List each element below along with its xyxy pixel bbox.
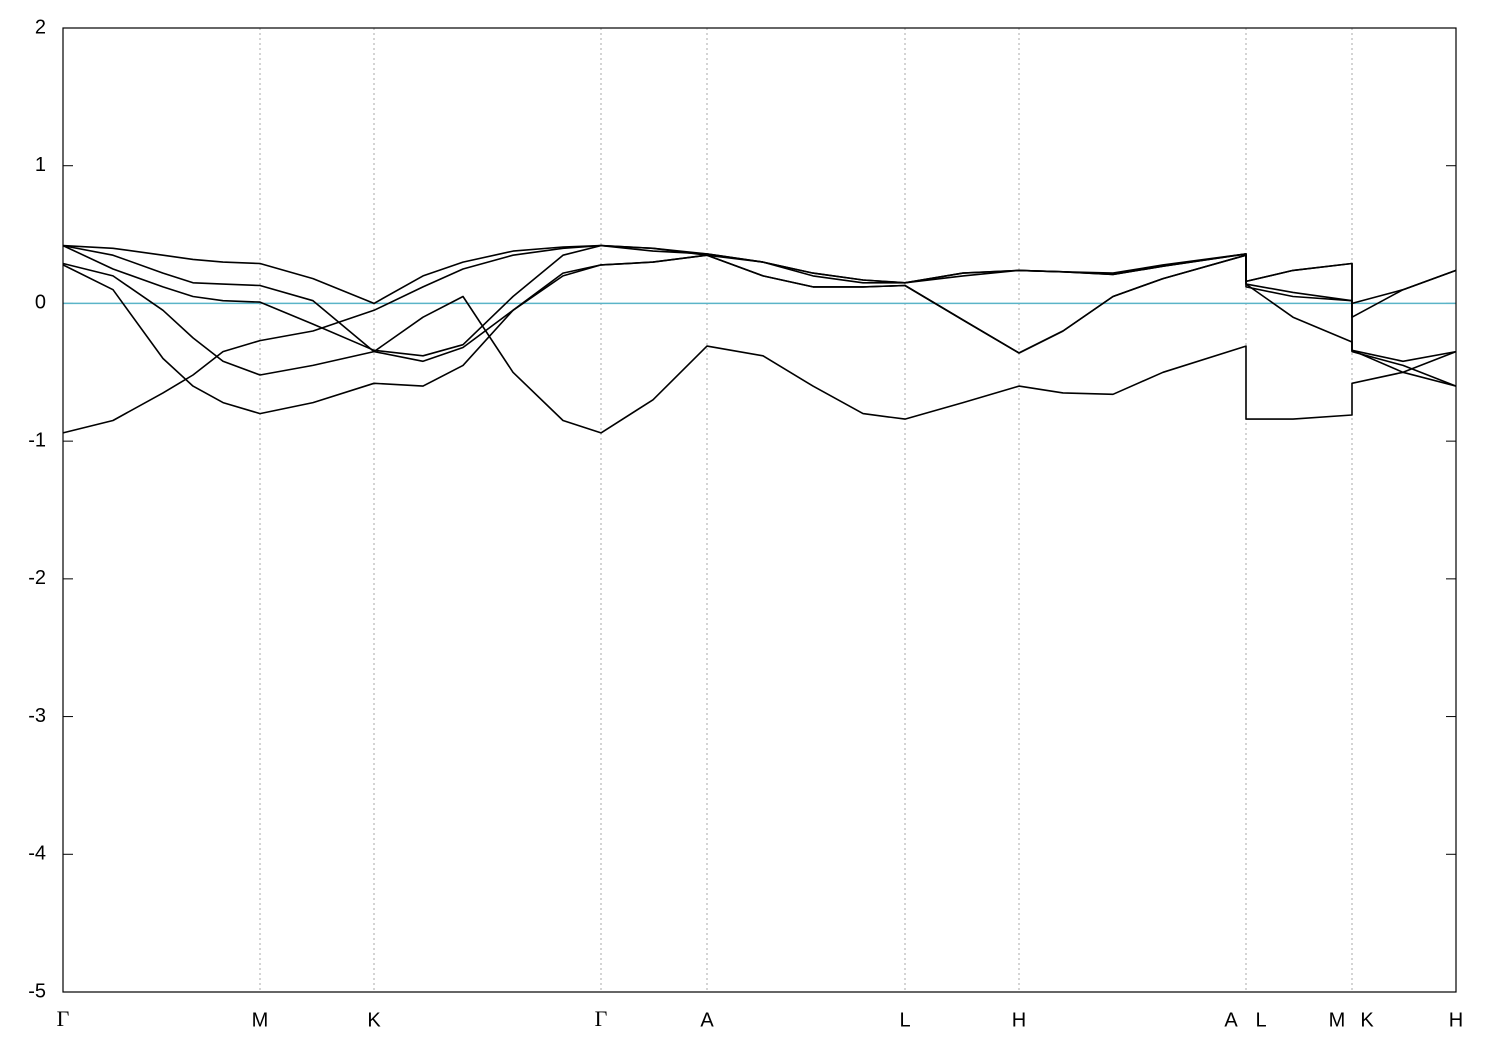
x-tick-label: Γ [595, 1006, 608, 1031]
y-tick-label: -3 [28, 705, 46, 727]
x-tick-label: Γ [57, 1006, 70, 1031]
band-line [62, 244, 1457, 363]
x-tick-label: M [1329, 1009, 1346, 1031]
x-tick-label: K [367, 1009, 381, 1031]
x-tick-label: K [1360, 1009, 1374, 1031]
x-tick-label: H [1012, 1009, 1026, 1031]
x-tick-label: L [1255, 1009, 1266, 1031]
band-line [62, 244, 1457, 434]
x-tick-label: A [1224, 1009, 1238, 1031]
plot-frame [62, 27, 1457, 993]
y-tick-label: -1 [28, 429, 46, 451]
band-line [62, 254, 1457, 415]
y-tick-label: -4 [28, 843, 46, 865]
x-tick-label: A [700, 1009, 714, 1031]
band-line [62, 262, 1457, 434]
y-tick-label: -2 [28, 567, 46, 589]
x-tick-label: M [252, 1009, 269, 1031]
x-tick-label: H [1449, 1009, 1463, 1031]
y-tick-label: -5 [28, 980, 46, 1002]
y-tick-label: 2 [35, 16, 46, 38]
x-tick-label: L [899, 1009, 910, 1031]
y-tick-label: 0 [35, 292, 46, 314]
y-tick-label: 1 [35, 154, 46, 176]
